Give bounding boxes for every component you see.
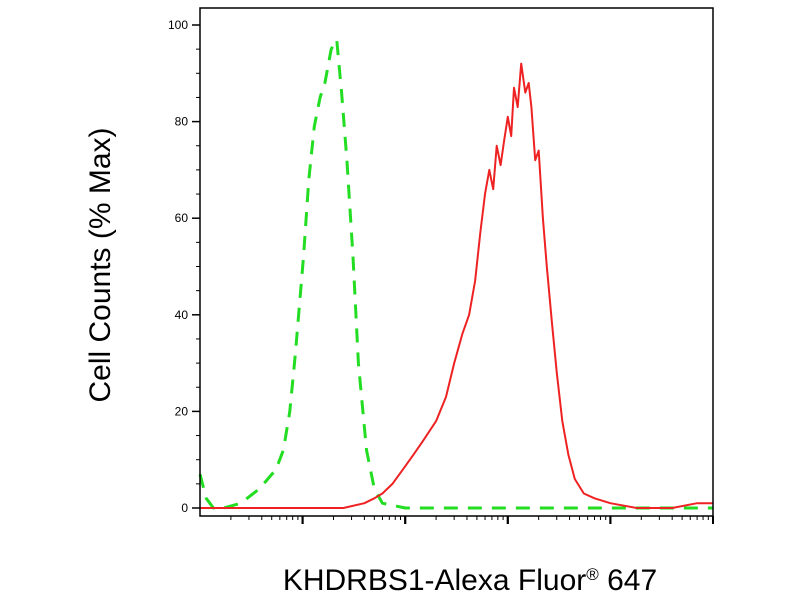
x-axis-title: KHDRBS1-Alexa Fluor® 647 [283, 564, 657, 597]
y-tick-label: 20 [175, 404, 189, 418]
solid-series-line [200, 62, 713, 509]
y-axis-title: Cell Counts (% Max) [84, 127, 117, 402]
y-tick-label: 100 [168, 18, 188, 32]
y-tick-label: 60 [175, 211, 189, 225]
plot-frame [199, 7, 714, 517]
y-tick-label: 40 [175, 308, 189, 322]
dashed-series-line [198, 38, 713, 510]
x-axis-title-suffix: 647 [599, 564, 657, 597]
y-tick-label: 0 [181, 501, 188, 515]
x-axis-title-main: KHDRBS1-Alexa Fluor [283, 564, 586, 597]
y-axis-ticks: 0 20 40 60 80 100 [168, 18, 200, 515]
x-axis-title-mark: ® [586, 565, 599, 584]
y-tick-label: 80 [175, 115, 189, 129]
x-axis-ticks [230, 516, 714, 524]
series-layer [198, 38, 713, 510]
